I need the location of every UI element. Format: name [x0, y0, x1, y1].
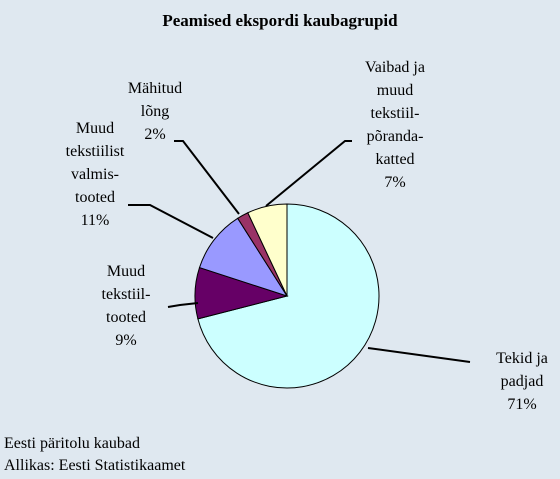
leader-line: [128, 204, 214, 239]
leader-line: [174, 140, 240, 215]
note: Eesti päritolu kaubad: [4, 435, 140, 452]
chart-title: Peamised ekspordi kaubagrupid: [162, 11, 398, 30]
leader-line: [367, 347, 471, 363]
value-label: 7%: [384, 174, 405, 191]
slice-label: Mähitud lõng: [128, 80, 182, 120]
note: Allikas: Eesti Statistikaamet: [4, 457, 186, 474]
value-label: 11%: [81, 212, 110, 229]
slice-label: Muud tekstiil-tooted: [102, 263, 151, 326]
slice-label: Vaibad ja muud tekstiil-põranda-katted: [365, 59, 425, 168]
value-label: 9%: [115, 332, 136, 349]
value-label: 2%: [144, 126, 165, 143]
value-label: 71%: [507, 396, 536, 413]
slice-label: Muud tekstiilist valmis-tooted: [66, 120, 125, 206]
leader-line: [167, 302, 199, 308]
leader-line: [265, 140, 352, 207]
slice-label: Tekid ja padjad: [496, 350, 548, 390]
